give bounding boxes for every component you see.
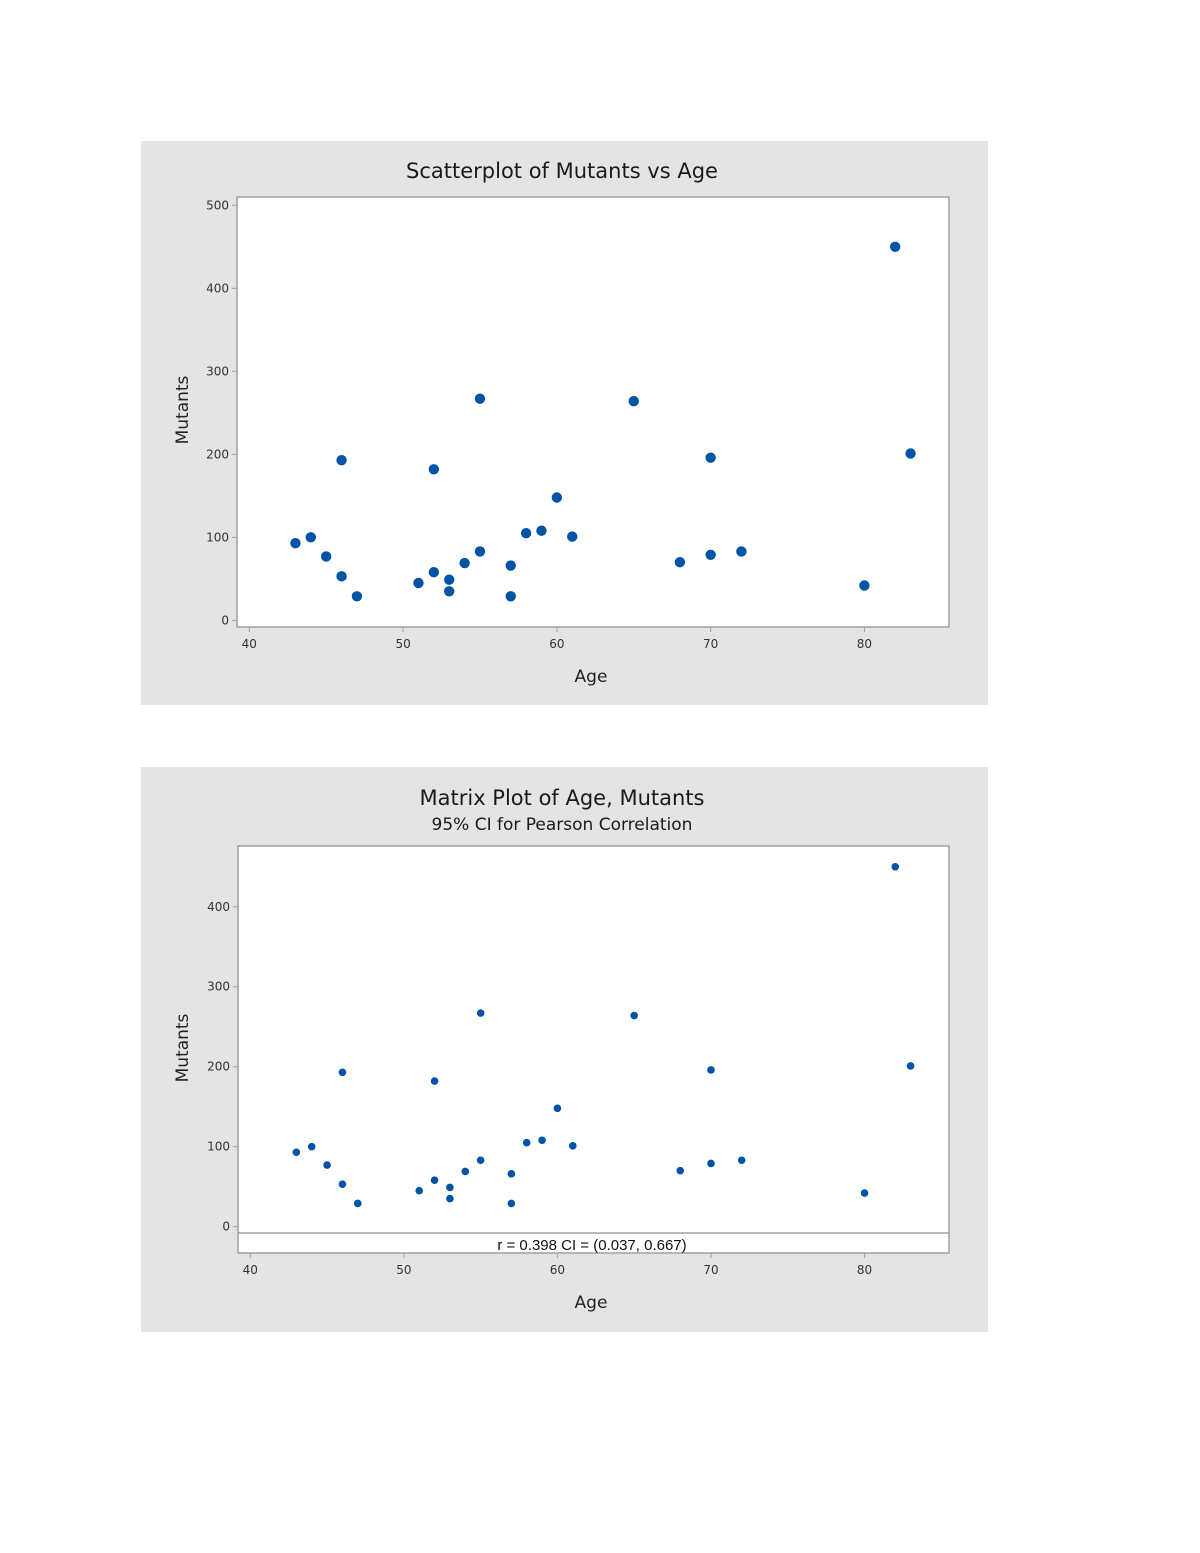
data-point: [551, 492, 563, 503]
data-point: [338, 1180, 347, 1189]
matrix-plot-chart: Matrix Plot of Age, Mutants 95% CI for P…: [173, 786, 950, 1313]
data-point: [428, 567, 440, 578]
data-points: [290, 241, 916, 602]
chart-title: Matrix Plot of Age, Mutants: [420, 786, 705, 810]
data-point: [522, 1138, 531, 1147]
data-point: [568, 1142, 577, 1150]
data-point: [705, 452, 716, 463]
data-points: [292, 862, 915, 1208]
data-point: [430, 1176, 439, 1185]
data-point: [305, 532, 317, 543]
data-point: [461, 1167, 470, 1176]
y-tick-label: 100: [207, 1140, 230, 1154]
data-point: [891, 862, 900, 871]
data-point: [707, 1066, 715, 1074]
y-tick-label: 500: [206, 198, 229, 212]
data-point: [906, 1062, 915, 1070]
y-tick-label: 100: [206, 530, 229, 544]
y-tick-label: 200: [206, 447, 229, 461]
x-tick-label: 60: [550, 1263, 565, 1277]
x-tick-label: 50: [396, 1263, 411, 1277]
data-point: [476, 1156, 485, 1165]
matrix-plot-panel: Matrix Plot of Age, Mutants 95% CI for P…: [141, 767, 988, 1332]
y-tick-label: 300: [207, 980, 230, 994]
x-tick-label: 40: [242, 637, 257, 651]
data-point: [860, 1189, 869, 1197]
y-tick-label: 0: [221, 613, 229, 627]
data-point: [905, 448, 916, 459]
data-point: [430, 1077, 439, 1085]
y-axis-ticks: 0 100 200 300 400: [207, 900, 238, 1234]
data-point: [476, 1009, 485, 1017]
data-point: [737, 1156, 746, 1165]
data-point: [353, 1199, 362, 1208]
data-point: [428, 464, 440, 475]
data-point: [292, 1148, 301, 1157]
data-point: [474, 546, 486, 557]
x-tick-label: 60: [549, 637, 564, 651]
x-tick-label: 40: [243, 1263, 258, 1277]
correlation-annotation: r = 0.398 CI = (0.037, 0.667): [497, 1237, 686, 1254]
data-point: [553, 1104, 562, 1113]
x-tick-label: 80: [857, 1263, 872, 1277]
data-point: [444, 574, 455, 585]
data-point: [320, 551, 332, 562]
data-point: [630, 1011, 638, 1020]
scatterplot-chart: Scatterplot of Mutants vs Age 0 100 200 300…: [173, 159, 950, 687]
x-axis-label: Age: [575, 667, 608, 687]
plot-area: [236, 196, 950, 628]
y-axis-label: Mutants: [173, 375, 193, 444]
scatterplot-panel: Scatterplot of Mutants vs Age 0 100 200 300…: [141, 141, 988, 705]
y-axis-label: Mutants: [173, 1013, 193, 1082]
chart-subtitle: 95% CI for Pearson Correlation: [432, 815, 693, 835]
y-tick-label: 200: [207, 1060, 230, 1074]
data-point: [505, 560, 516, 571]
y-tick-label: 300: [206, 364, 229, 378]
y-tick-label: 400: [207, 900, 230, 914]
data-point: [674, 557, 686, 568]
x-tick-label: 80: [857, 637, 872, 651]
data-point: [676, 1166, 685, 1175]
chart-title: Scatterplot of Mutants vs Age: [406, 159, 718, 183]
data-point: [889, 241, 901, 253]
plot-area: [237, 845, 950, 1254]
data-point: [736, 546, 747, 557]
y-tick-label: 0: [222, 1220, 230, 1234]
data-point: [323, 1161, 331, 1169]
data-point: [859, 580, 870, 591]
data-point: [446, 1194, 454, 1203]
data-point: [351, 591, 363, 602]
y-axis-ticks: 0 100 200 300 400 500: [206, 198, 237, 627]
data-point: [290, 537, 301, 549]
y-tick-label: 400: [206, 281, 229, 295]
data-point: [336, 454, 347, 466]
data-point: [505, 591, 516, 602]
data-point: [628, 396, 639, 407]
x-axis-label: Age: [575, 1293, 608, 1313]
data-point: [567, 531, 578, 542]
data-point: [446, 1183, 454, 1192]
data-point: [705, 549, 716, 560]
data-point: [707, 1159, 715, 1168]
data-point: [415, 1186, 424, 1195]
data-point: [507, 1199, 516, 1208]
x-axis-ticks: 40 50 60 70 80: [243, 1253, 872, 1277]
data-point: [459, 557, 470, 569]
data-point: [538, 1136, 546, 1145]
data-point: [413, 577, 424, 589]
data-point: [507, 1170, 516, 1178]
data-point: [536, 525, 547, 536]
x-axis-ticks: 40 50 60 70 80: [242, 627, 872, 651]
data-point: [336, 571, 347, 582]
data-point: [338, 1068, 347, 1077]
data-point: [307, 1142, 316, 1151]
data-point: [444, 586, 455, 597]
data-point: [474, 393, 486, 404]
x-tick-label: 70: [703, 1263, 718, 1277]
x-tick-label: 50: [395, 637, 410, 651]
x-tick-label: 70: [703, 637, 718, 651]
data-point: [520, 527, 532, 539]
